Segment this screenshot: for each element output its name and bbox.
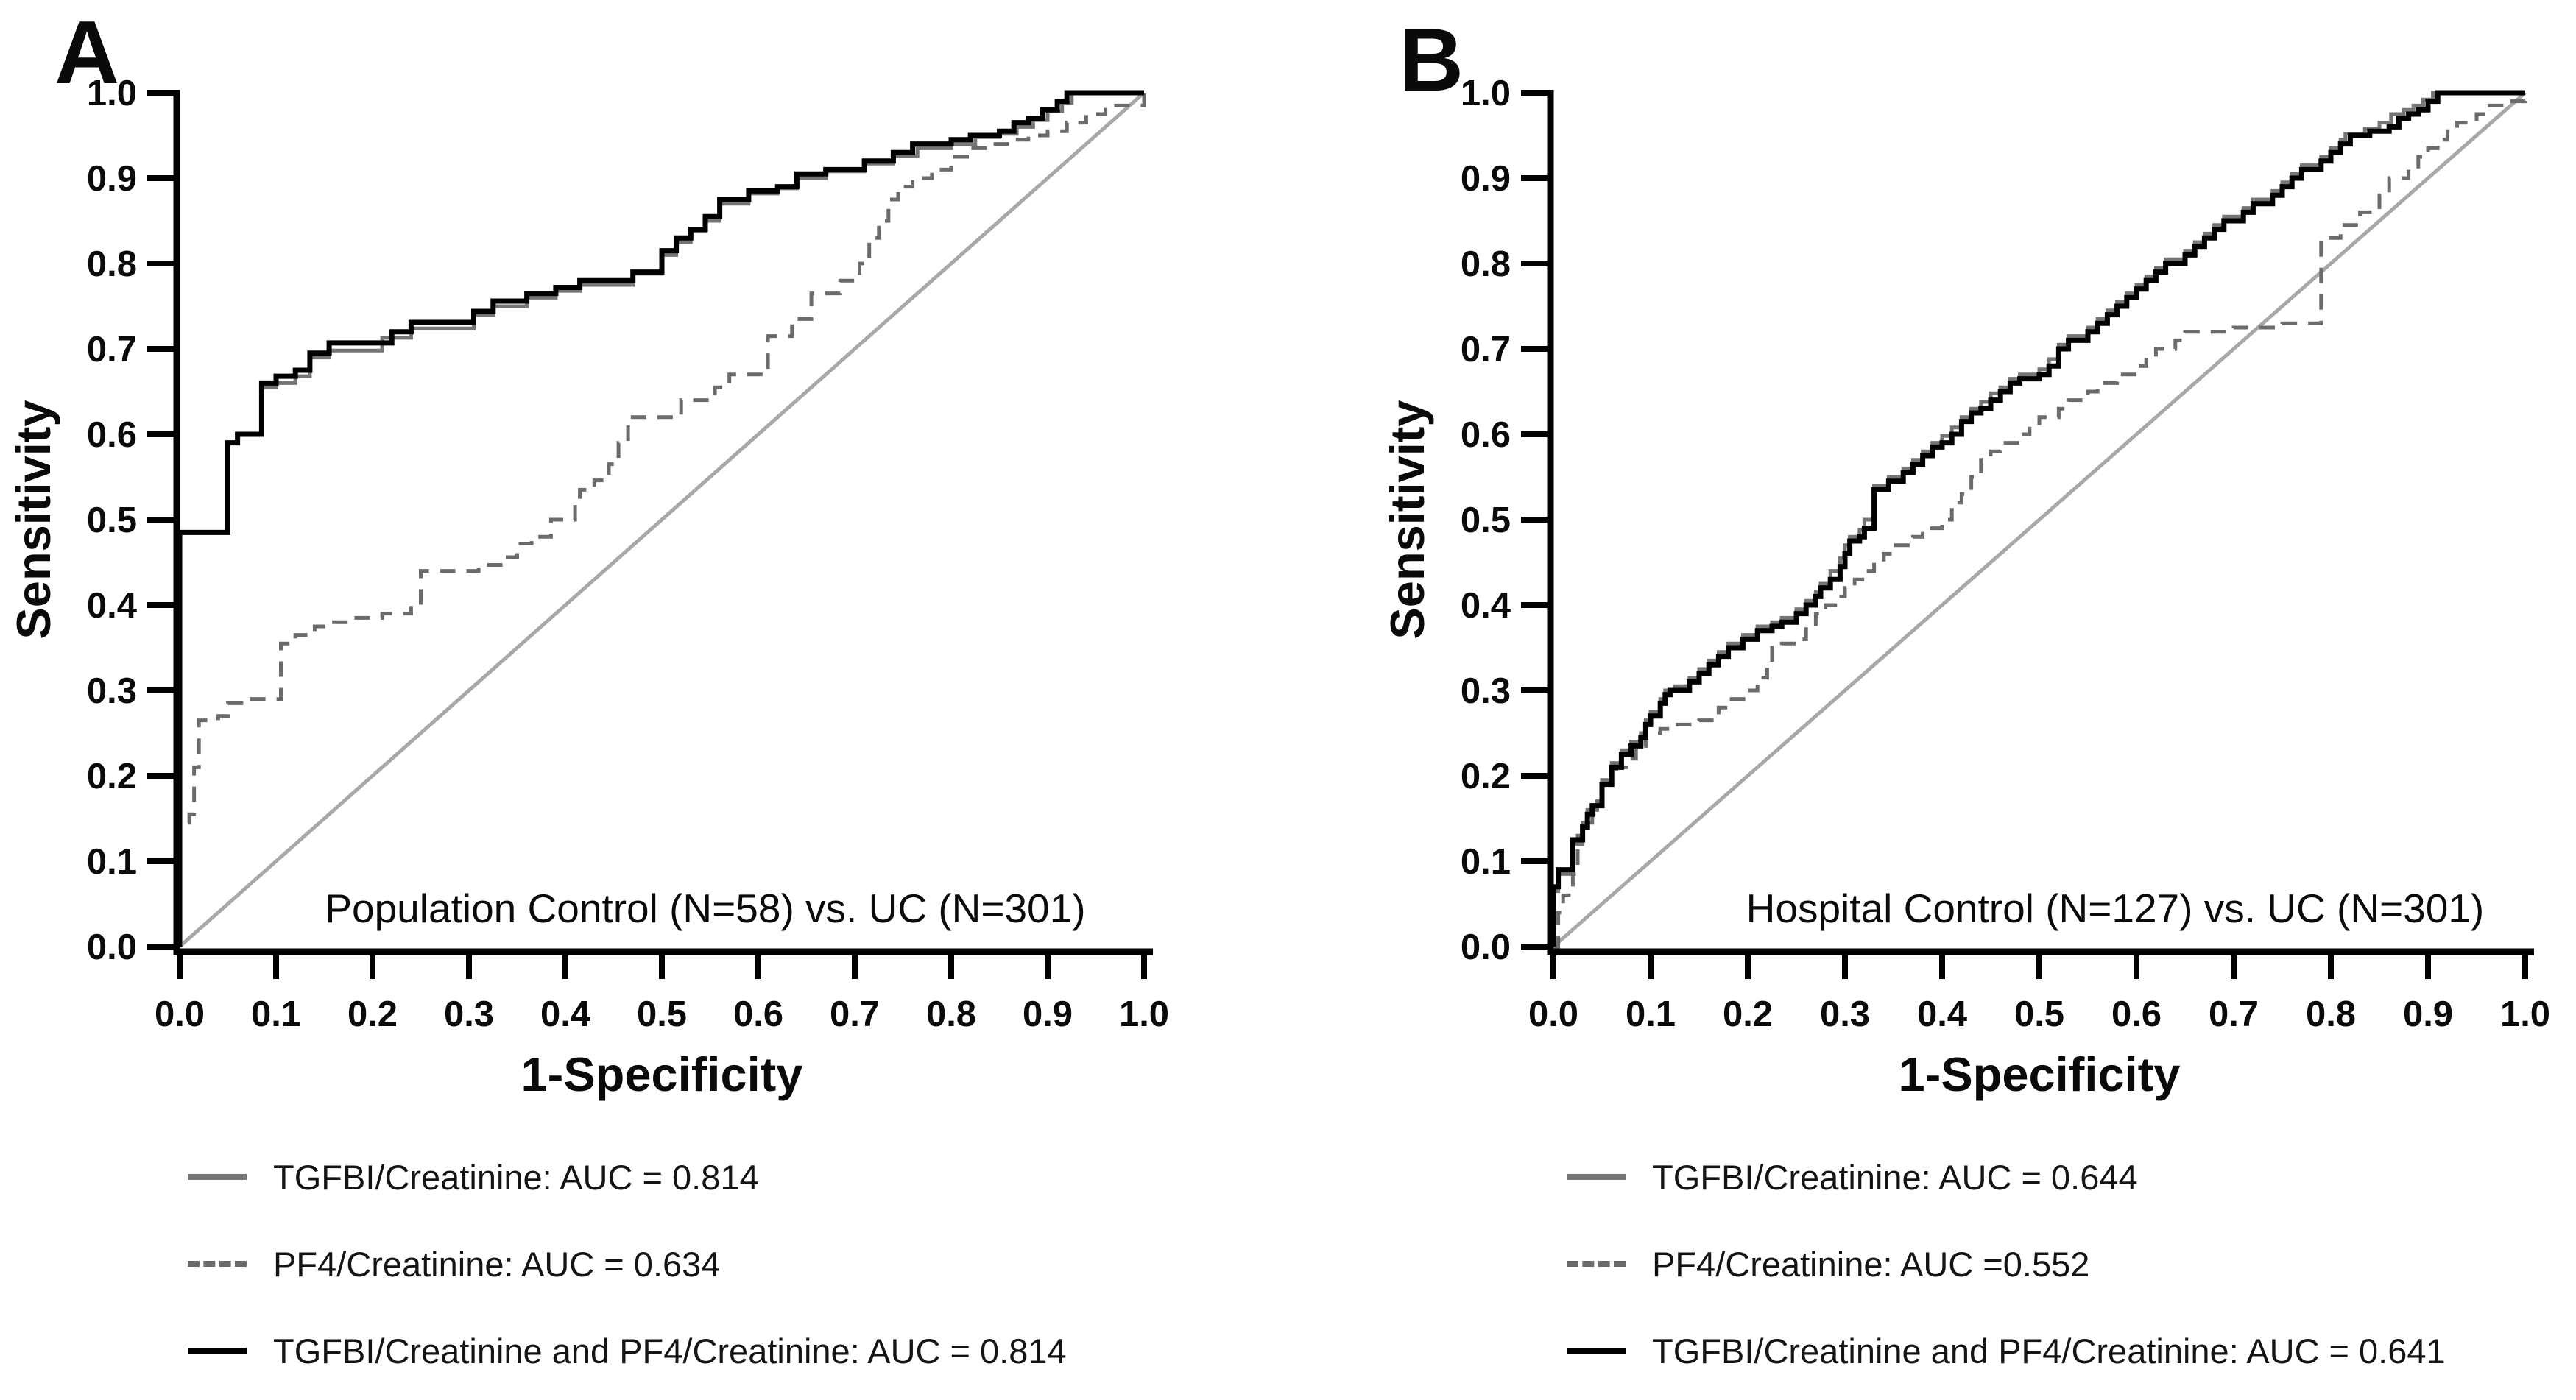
legend-item-tgfbi: TGFBI/Creatinine: AUC = 0.814 bbox=[188, 1156, 1067, 1198]
tgfbi-line-swatch-icon bbox=[188, 1174, 247, 1180]
x-tick-label: 1.0 bbox=[2500, 994, 2550, 1034]
y-tick-label: 0.4 bbox=[87, 586, 137, 626]
x-tick-label: 0.4 bbox=[540, 994, 590, 1034]
legend-panel-a: TGFBI/Creatinine: AUC = 0.814 PF4/Creati… bbox=[188, 1156, 1067, 1400]
legend-item-pf4: PF4/Creatinine: AUC =0.552 bbox=[1567, 1242, 2446, 1285]
combined-line-swatch-icon bbox=[1567, 1347, 1626, 1354]
y-tick-label: 0.2 bbox=[1461, 757, 1511, 796]
y-tick-label: 0.5 bbox=[87, 501, 137, 540]
y-tick-label: 0.0 bbox=[87, 927, 137, 967]
panel-b-label: B bbox=[1399, 10, 1464, 110]
x-tick-label: 0.7 bbox=[830, 994, 880, 1034]
y-tick-label: 0.9 bbox=[1461, 159, 1511, 199]
legend-item-tgfbi: TGFBI/Creatinine: AUC = 0.644 bbox=[1567, 1156, 2446, 1198]
x-tick-label: 0.1 bbox=[251, 994, 301, 1034]
y-tick-label: 0.8 bbox=[87, 244, 137, 284]
y-tick-label: 0.9 bbox=[87, 159, 137, 199]
x-tick-label: 0.3 bbox=[1820, 994, 1870, 1034]
x-tick-label: 0.6 bbox=[2111, 994, 2162, 1034]
legend-label: PF4/Creatinine: AUC = 0.634 bbox=[273, 1244, 721, 1284]
legend-item-pf4: PF4/Creatinine: AUC = 0.634 bbox=[188, 1242, 1067, 1285]
x-tick-label: 0.0 bbox=[1528, 994, 1578, 1034]
y-tick-label: 0.6 bbox=[87, 415, 137, 455]
legend-label: TGFBI/Creatinine: AUC = 0.814 bbox=[273, 1157, 759, 1197]
x-tick-label: 0.9 bbox=[1023, 994, 1073, 1034]
x-tick-label: 0.1 bbox=[1626, 994, 1676, 1034]
panel-a-label: A bbox=[54, 2, 119, 102]
y-tick-label: 0.7 bbox=[87, 330, 137, 370]
y-tick-label: 0.4 bbox=[1461, 586, 1511, 626]
legend-item-combined: TGFBI/Creatinine and PF4/Creatinine: AUC… bbox=[188, 1329, 1067, 1372]
roc-curve-combined bbox=[177, 90, 1144, 947]
x-tick-label: 0.5 bbox=[637, 994, 687, 1034]
x-tick-label: 0.2 bbox=[1723, 994, 1773, 1034]
legend-label: TGFBI/Creatinine: AUC = 0.644 bbox=[1652, 1157, 2138, 1197]
pf4-dashed-line-swatch-icon bbox=[188, 1261, 247, 1267]
x-tick-label: 0.6 bbox=[733, 994, 783, 1034]
y-tick-label: 0.1 bbox=[1461, 842, 1511, 882]
y-tick-label: 0.3 bbox=[87, 671, 137, 711]
x-tick-label: 0.8 bbox=[2306, 994, 2356, 1034]
legend-panel-b: TGFBI/Creatinine: AUC = 0.644 PF4/Creati… bbox=[1567, 1156, 2446, 1400]
x-axis-title: 1-Specificity bbox=[521, 1047, 803, 1101]
pf4-dashed-line-swatch-icon bbox=[1567, 1261, 1626, 1267]
y-tick-label: 0.6 bbox=[1461, 415, 1511, 455]
y-axis-title: Sensitivity bbox=[1380, 400, 1434, 639]
y-tick-label: 1.0 bbox=[87, 74, 137, 113]
panel-annotation: Hospital Control (N=127) vs. UC (N=301) bbox=[1746, 885, 2485, 931]
roc-curve-combined bbox=[1550, 90, 2525, 947]
y-tick-label: 0.3 bbox=[1461, 671, 1511, 711]
roc-curve-pf4 bbox=[1553, 93, 2527, 949]
x-tick-label: 0.7 bbox=[2209, 994, 2259, 1034]
chance-diagonal-line bbox=[1552, 91, 2527, 948]
combined-line-swatch-icon bbox=[188, 1347, 247, 1354]
y-tick-label: 0.7 bbox=[1461, 330, 1511, 370]
chance-diagonal-line bbox=[178, 91, 1146, 948]
x-tick-label: 1.0 bbox=[1119, 994, 1169, 1034]
y-tick-label: 0.8 bbox=[1461, 244, 1511, 284]
y-tick-label: 0.5 bbox=[1461, 501, 1511, 540]
x-tick-label: 0.0 bbox=[155, 994, 205, 1034]
y-tick-label: 0.2 bbox=[87, 757, 137, 796]
x-axis-title: 1-Specificity bbox=[1899, 1047, 2181, 1101]
roc-panel-b: 0.0 0.1 0.2 0.3 0.4 0.5 0.6 0.7 0.8 0.9 1.0 0.0 0.1 0… bbox=[1380, 74, 2550, 1101]
legend-label: TGFBI/Creatinine and PF4/Creatinine: AUC… bbox=[1652, 1331, 2446, 1371]
legend-label: TGFBI/Creatinine and PF4/Creatinine: AUC… bbox=[273, 1331, 1067, 1371]
x-tick-label: 0.9 bbox=[2403, 994, 2453, 1034]
y-tick-label: 1.0 bbox=[1461, 74, 1511, 113]
panel-annotation: Population Control (N=58) vs. UC (N=301) bbox=[325, 885, 1085, 931]
x-tick-label: 0.3 bbox=[444, 994, 494, 1034]
legend-item-combined: TGFBI/Creatinine and PF4/Creatinine: AUC… bbox=[1567, 1329, 2446, 1372]
legend-label: PF4/Creatinine: AUC =0.552 bbox=[1652, 1244, 2090, 1284]
roc-chart-canvas: 0.0 0.1 0.2 0.3 0.4 0.5 0.6 0.7 0.8 0.9 1.0 0.0 0.1 0… bbox=[7, 74, 2550, 1101]
x-tick-label: 0.4 bbox=[1917, 994, 1967, 1034]
tgfbi-line-swatch-icon bbox=[1567, 1174, 1626, 1180]
x-tick-label: 0.8 bbox=[926, 994, 976, 1034]
x-tick-label: 0.2 bbox=[347, 994, 398, 1034]
y-tick-label: 0.0 bbox=[1461, 927, 1511, 967]
y-axis-title: Sensitivity bbox=[7, 400, 60, 639]
roc-panel-a: 0.0 0.1 0.2 0.3 0.4 0.5 0.6 0.7 0.8 0.9 1.0 0.0 0.1 0… bbox=[7, 74, 1169, 1101]
x-tick-label: 0.5 bbox=[2014, 994, 2064, 1034]
y-tick-label: 0.1 bbox=[87, 842, 137, 882]
